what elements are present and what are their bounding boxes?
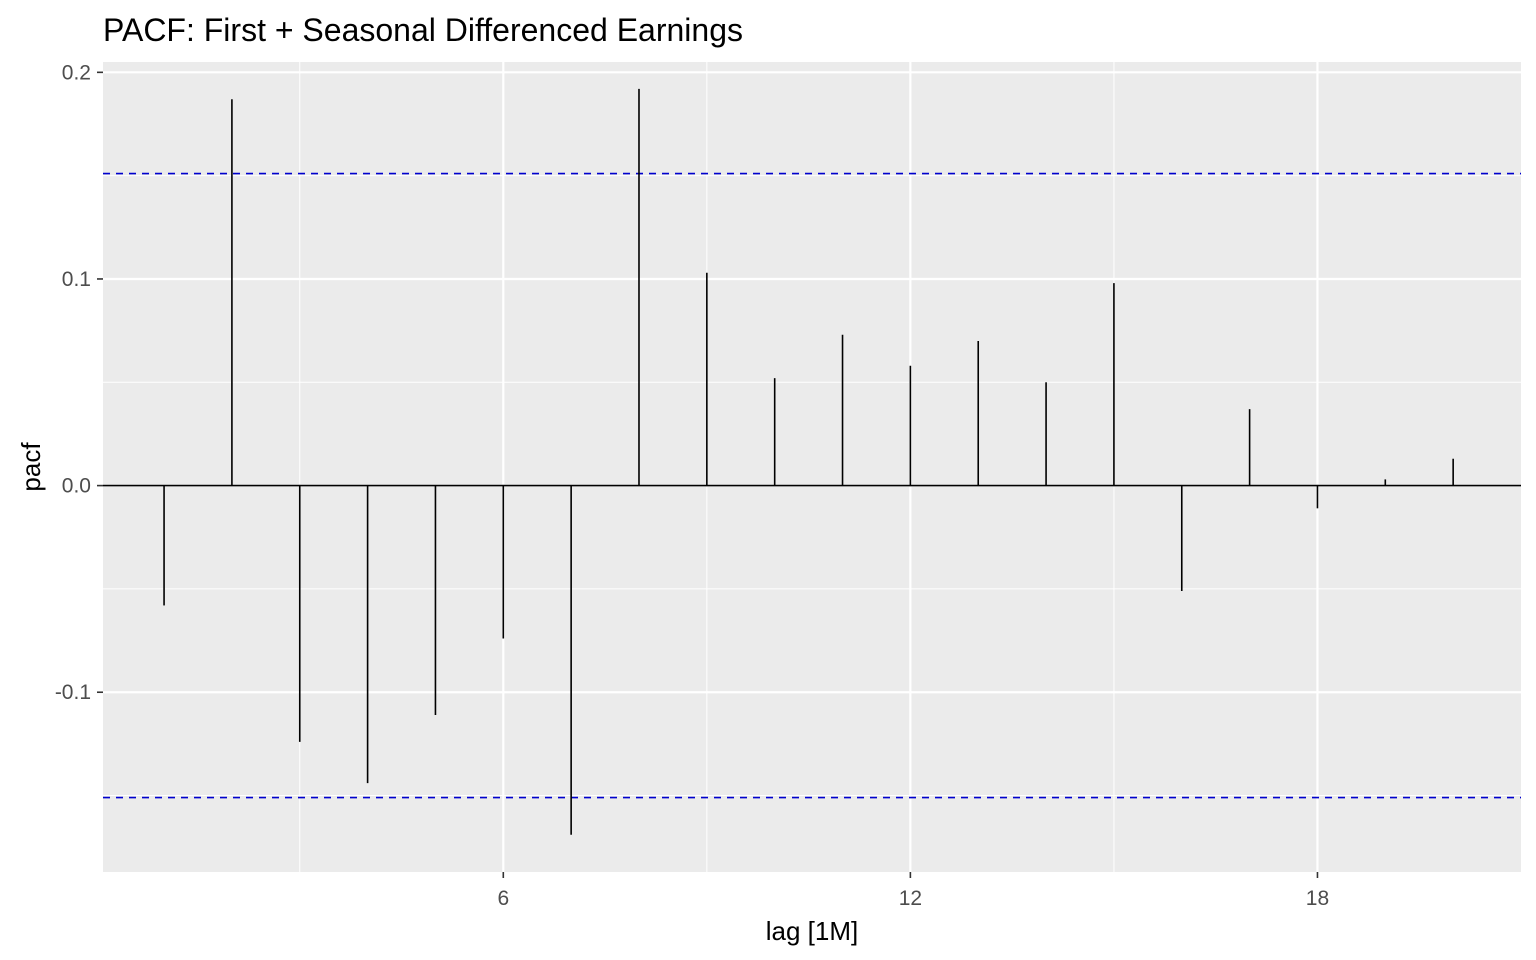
y-tick-label: 0.1 [62, 268, 91, 291]
plot-panel [103, 62, 1521, 872]
pacf-bars [163, 88, 1454, 835]
confidence-bounds [103, 172, 1521, 799]
x-axis: 6 12 18 [497, 872, 1329, 910]
y-axis: 0.2 0.1 0.0 -0.1 [55, 61, 103, 704]
x-tick-label: 18 [1306, 887, 1329, 910]
x-tick-label: 12 [899, 887, 922, 910]
x-tick-label: 6 [497, 887, 509, 910]
minor-gridlines [103, 62, 1521, 872]
y-tick-label: -0.1 [55, 681, 91, 704]
y-axis-title: pacf [16, 442, 46, 492]
y-tick-label: 0.2 [62, 61, 91, 84]
y-tick-label: 0.0 [62, 475, 91, 498]
chart-title: PACF: First + Seasonal Differenced Earni… [103, 12, 743, 48]
x-axis-title: lag [1M] [766, 916, 859, 946]
